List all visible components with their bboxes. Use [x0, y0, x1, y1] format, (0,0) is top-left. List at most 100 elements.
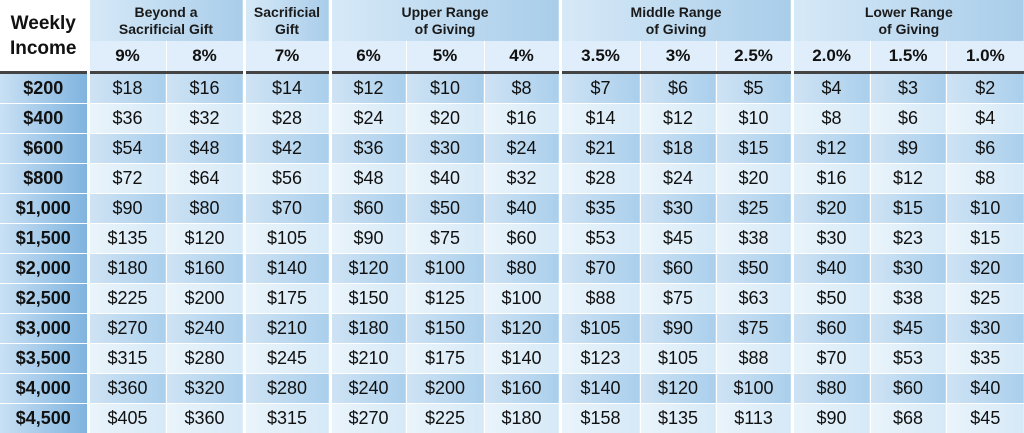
- amount-cell: $60: [330, 194, 406, 224]
- amount-cell: $200: [406, 374, 484, 404]
- amount-cell: $150: [330, 284, 406, 314]
- amount-cell: $30: [640, 194, 716, 224]
- percent-header: 3.5%: [560, 41, 640, 73]
- amount-cell: $45: [870, 314, 946, 344]
- amount-cell: $180: [484, 404, 560, 433]
- table-header: Weekly Income Beyond a Sacrificial Gift …: [0, 0, 1024, 73]
- amount-cell: $120: [640, 374, 716, 404]
- amount-cell: $140: [560, 374, 640, 404]
- percent-header: 2.0%: [792, 41, 870, 73]
- corner-line2: Income: [0, 36, 87, 61]
- income-cell: $2,500: [0, 284, 88, 314]
- amount-cell: $200: [166, 284, 244, 314]
- income-cell: $3,500: [0, 344, 88, 374]
- group-line1: Sacrificial: [246, 4, 329, 21]
- amount-cell: $2: [946, 73, 1024, 104]
- amount-cell: $40: [484, 194, 560, 224]
- amount-cell: $50: [792, 284, 870, 314]
- percent-header: 5%: [406, 41, 484, 73]
- amount-cell: $30: [946, 314, 1024, 344]
- amount-cell: $72: [88, 164, 166, 194]
- amount-cell: $75: [406, 224, 484, 254]
- amount-cell: $48: [166, 134, 244, 164]
- amount-cell: $36: [330, 134, 406, 164]
- amount-cell: $60: [484, 224, 560, 254]
- amount-cell: $225: [88, 284, 166, 314]
- amount-cell: $35: [560, 194, 640, 224]
- amount-cell: $100: [484, 284, 560, 314]
- amount-cell: $75: [640, 284, 716, 314]
- percent-header: 9%: [88, 41, 166, 73]
- amount-cell: $53: [870, 344, 946, 374]
- amount-cell: $4: [946, 104, 1024, 134]
- amount-cell: $32: [166, 104, 244, 134]
- percent-header: 1.0%: [946, 41, 1024, 73]
- amount-cell: $40: [792, 254, 870, 284]
- amount-cell: $10: [716, 104, 792, 134]
- amount-cell: $105: [640, 344, 716, 374]
- amount-cell: $88: [560, 284, 640, 314]
- amount-cell: $100: [716, 374, 792, 404]
- amount-cell: $28: [560, 164, 640, 194]
- amount-cell: $135: [640, 404, 716, 433]
- amount-cell: $12: [330, 73, 406, 104]
- percent-header: 2.5%: [716, 41, 792, 73]
- amount-cell: $80: [484, 254, 560, 284]
- amount-cell: $36: [88, 104, 166, 134]
- amount-cell: $16: [484, 104, 560, 134]
- group-line2: of Giving: [332, 21, 559, 38]
- amount-cell: $90: [640, 314, 716, 344]
- amount-cell: $175: [406, 344, 484, 374]
- amount-cell: $42: [244, 134, 330, 164]
- amount-cell: $10: [406, 73, 484, 104]
- amount-cell: $280: [166, 344, 244, 374]
- amount-cell: $125: [406, 284, 484, 314]
- income-cell: $1,000: [0, 194, 88, 224]
- amount-cell: $320: [166, 374, 244, 404]
- amount-cell: $105: [560, 314, 640, 344]
- amount-cell: $405: [88, 404, 166, 433]
- amount-cell: $180: [330, 314, 406, 344]
- amount-cell: $240: [330, 374, 406, 404]
- amount-cell: $12: [640, 104, 716, 134]
- percent-header: 4%: [484, 41, 560, 73]
- amount-cell: $45: [946, 404, 1024, 433]
- amount-cell: $75: [716, 314, 792, 344]
- amount-cell: $20: [946, 254, 1024, 284]
- group-line2: of Giving: [794, 21, 1024, 38]
- amount-cell: $7: [560, 73, 640, 104]
- amount-cell: $70: [560, 254, 640, 284]
- group-line2: Gift: [246, 21, 329, 38]
- table-row: $4,000$360$320$280$240$200$160$140$120$1…: [0, 374, 1024, 404]
- table-row: $2,500$225$200$175$150$125$100$88$75$63$…: [0, 284, 1024, 314]
- group-header-lower: Lower Range of Giving: [792, 0, 1024, 41]
- amount-cell: $20: [716, 164, 792, 194]
- amount-cell: $24: [484, 134, 560, 164]
- amount-cell: $20: [792, 194, 870, 224]
- table-row: $1,500$135$120$105$90$75$60$53$45$38$30$…: [0, 224, 1024, 254]
- amount-cell: $270: [330, 404, 406, 433]
- amount-cell: $48: [330, 164, 406, 194]
- amount-cell: $24: [640, 164, 716, 194]
- amount-cell: $6: [870, 104, 946, 134]
- amount-cell: $315: [244, 404, 330, 433]
- amount-cell: $113: [716, 404, 792, 433]
- group-header-beyond: Beyond a Sacrificial Gift: [88, 0, 244, 41]
- amount-cell: $160: [484, 374, 560, 404]
- amount-cell: $70: [244, 194, 330, 224]
- amount-cell: $25: [716, 194, 792, 224]
- group-line2: Sacrificial Gift: [90, 21, 243, 38]
- amount-cell: $25: [946, 284, 1024, 314]
- amount-cell: $50: [716, 254, 792, 284]
- table-row: $600$54$48$42$36$30$24$21$18$15$12$9$6: [0, 134, 1024, 164]
- table-row: $1,000$90$80$70$60$50$40$35$30$25$20$15$…: [0, 194, 1024, 224]
- amount-cell: $10: [946, 194, 1024, 224]
- amount-cell: $14: [560, 104, 640, 134]
- income-cell: $600: [0, 134, 88, 164]
- table-row: $200$18$16$14$12$10$8$7$6$5$4$3$2: [0, 73, 1024, 104]
- amount-cell: $135: [88, 224, 166, 254]
- amount-cell: $50: [406, 194, 484, 224]
- amount-cell: $140: [484, 344, 560, 374]
- percent-header: 8%: [166, 41, 244, 73]
- amount-cell: $210: [330, 344, 406, 374]
